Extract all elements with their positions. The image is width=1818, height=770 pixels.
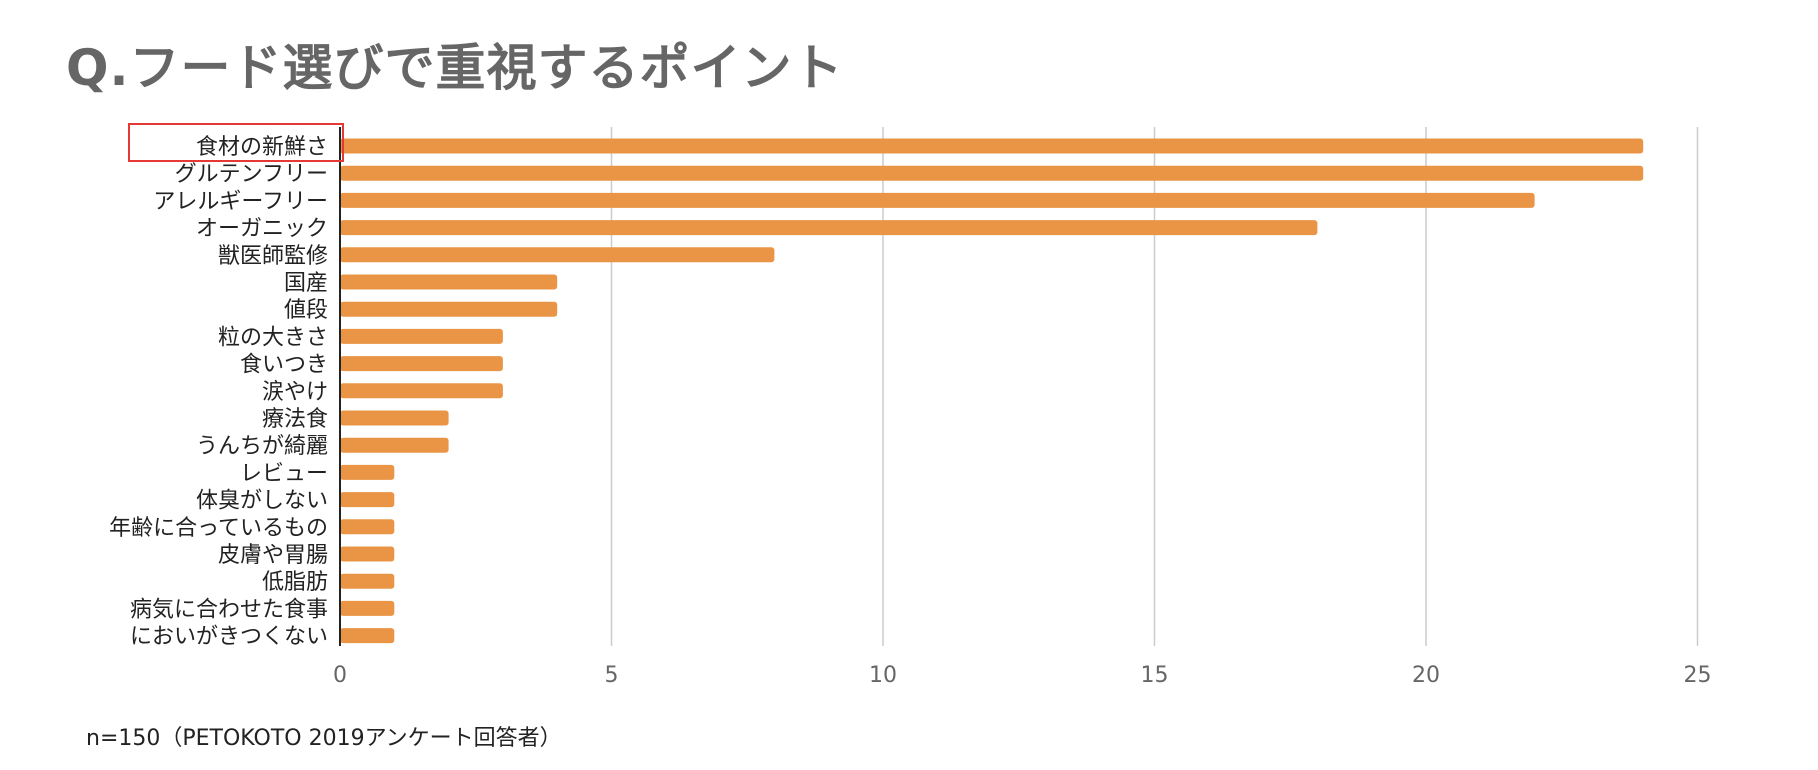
highlight-box <box>128 123 344 162</box>
bar-17 <box>340 573 395 589</box>
bar-14 <box>340 492 395 508</box>
category-label: 体臭がしない <box>196 489 328 514</box>
category-label: 療法食 <box>262 407 328 432</box>
category-label: 年齢に合っているもの <box>109 516 328 541</box>
bar-1 <box>340 138 1644 154</box>
x-tick-label: 20 <box>1412 663 1440 688</box>
bar-4 <box>340 220 1318 236</box>
category-label: アレルギーフリー <box>153 189 328 214</box>
bar-13 <box>340 464 395 480</box>
bar-15 <box>340 519 395 535</box>
category-label: 食いつき <box>240 353 328 378</box>
category-label: 粒の大きさ <box>218 325 328 350</box>
category-label: 国産 <box>284 271 328 296</box>
x-tick-label: 5 <box>605 663 619 688</box>
category-label: 皮膚や胃腸 <box>218 543 328 568</box>
category-label: 値段 <box>284 298 328 323</box>
bar-10 <box>340 383 503 399</box>
category-label: 病気に合わせた食事 <box>130 597 328 622</box>
x-tick-label: 10 <box>869 663 897 688</box>
category-label: オーガニック <box>196 217 328 242</box>
category-label: グルテンフリー <box>175 162 328 187</box>
bar-12 <box>340 437 449 453</box>
category-label: 食材の新鮮さ <box>196 135 328 160</box>
bar-2 <box>340 165 1644 181</box>
bar-3 <box>340 192 1535 208</box>
bar-18 <box>340 600 395 616</box>
category-label: 涙やけ <box>262 380 328 405</box>
bar-9 <box>340 356 503 372</box>
bar-6 <box>340 274 558 290</box>
category-label: においがきつくない <box>130 625 328 650</box>
x-tick-label: 0 <box>333 663 347 688</box>
x-tick-label: 15 <box>1141 663 1169 688</box>
category-label: 獣医師監修 <box>218 244 328 269</box>
category-label: 低脂肪 <box>262 570 328 595</box>
bar-5 <box>340 247 775 263</box>
footnote: n=150（PETOKOTO 2019アンケート回答者） <box>86 726 562 751</box>
bar-16 <box>340 546 395 562</box>
bar-19 <box>340 628 395 644</box>
category-label: うんちが綺麗 <box>196 434 328 459</box>
chart-title: Q.フード選びで重視するポイント <box>66 39 844 97</box>
bar-11 <box>340 410 449 426</box>
bar-8 <box>340 328 503 344</box>
bar-chart: 食材の新鮮さグルテンフリーアレルギーフリーオーガニック獣医師監修国産値段粒の大き… <box>109 123 1712 688</box>
bar-7 <box>340 301 558 317</box>
x-tick-label: 25 <box>1684 663 1712 688</box>
category-label: レビュー <box>240 461 328 486</box>
